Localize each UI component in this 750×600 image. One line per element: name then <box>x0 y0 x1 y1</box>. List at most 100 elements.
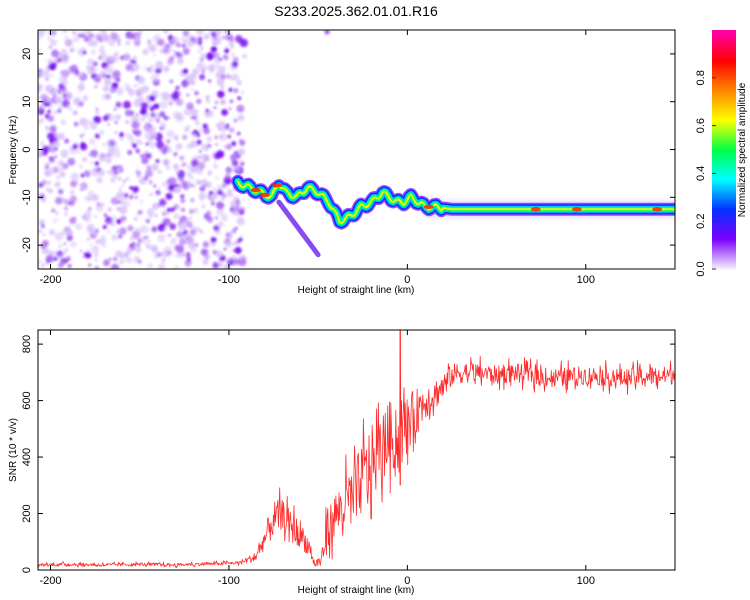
noise-speck <box>95 107 99 111</box>
noise-speck <box>88 263 92 267</box>
noise-speck <box>190 108 199 117</box>
noise-speck <box>87 237 90 241</box>
spectrogram-y-tick-label: 0 <box>21 146 33 152</box>
noise-speck <box>64 35 68 39</box>
noise-speck <box>173 90 179 95</box>
noise-speck <box>41 198 47 203</box>
noise-speck <box>142 180 145 184</box>
colorbar-step <box>712 179 736 182</box>
noise-speck <box>147 43 155 51</box>
noise-speck <box>137 86 146 95</box>
noise-speck <box>88 190 94 196</box>
colorbar-step <box>712 257 736 260</box>
noise-speck <box>165 165 171 170</box>
noise-speck <box>55 181 61 188</box>
noise-speck <box>42 71 51 80</box>
noise-speck <box>202 181 207 186</box>
noise-speck <box>135 246 142 253</box>
noise-speck <box>50 30 57 36</box>
noise-speck <box>63 206 69 211</box>
colorbar-step <box>712 89 736 93</box>
noise-speck <box>230 200 237 207</box>
noise-speck <box>174 186 182 194</box>
noise-speck <box>231 61 239 68</box>
spectrogram-x-tick-label: -100 <box>218 274 240 286</box>
noise-speck <box>38 260 42 264</box>
noise-speck <box>68 202 71 205</box>
noise-speck <box>176 231 183 238</box>
noise-speck <box>54 155 57 158</box>
noise-speck <box>108 139 116 147</box>
colorbar-step <box>712 151 736 155</box>
noise-speck <box>99 202 105 208</box>
noise-speck <box>142 48 149 56</box>
noise-speck <box>48 148 51 152</box>
noise-speck <box>125 31 134 40</box>
noise-speck <box>152 53 157 58</box>
noise-speck <box>233 242 237 246</box>
colorbar-step <box>712 39 736 43</box>
noise-speck <box>62 163 69 170</box>
noise-speck <box>218 122 223 126</box>
noise-speck <box>89 161 94 165</box>
noise-speck <box>42 233 46 237</box>
noise-speck <box>129 186 133 190</box>
noise-speck <box>134 242 138 246</box>
noise-speck <box>222 36 225 40</box>
colorbar-step <box>712 49 736 53</box>
noise-speck <box>203 253 210 260</box>
noise-speck <box>196 98 202 104</box>
trace-branch <box>276 199 321 258</box>
noise-speck <box>96 202 101 207</box>
noise-speck <box>119 260 123 265</box>
noise-speck <box>38 266 41 269</box>
noise-speck <box>237 114 245 122</box>
colorbar-step <box>712 149 736 153</box>
noise-speck <box>53 218 58 223</box>
colorbar-step <box>712 107 736 111</box>
colorbar-step <box>712 125 736 129</box>
noise-speck <box>168 101 173 106</box>
noise-speck <box>222 195 227 200</box>
noise-speck <box>135 213 138 217</box>
colorbar-step <box>712 243 736 246</box>
noise-speck <box>125 177 130 181</box>
colorbar-gradient <box>712 30 736 270</box>
noise-speck <box>62 30 66 33</box>
noise-speck <box>224 240 233 248</box>
colorbar-step <box>712 201 736 204</box>
noise-speck <box>54 147 58 151</box>
colorbar-step <box>712 207 736 210</box>
colorbar-step <box>712 97 736 101</box>
noise-speck <box>220 99 226 105</box>
noise-speck <box>138 30 143 35</box>
colorbar-step <box>712 197 736 200</box>
spectrogram-y-tick-label: 10 <box>21 96 33 108</box>
noise-speck <box>186 102 194 110</box>
noise-speck <box>186 81 191 86</box>
noise-speck <box>215 143 219 146</box>
noise-speck <box>82 50 87 55</box>
noise-speck <box>56 250 64 258</box>
trace-hotspot <box>250 187 261 193</box>
noise-speck <box>145 152 152 159</box>
noise-speck <box>157 234 166 243</box>
noise-speck <box>73 216 77 220</box>
noise-speck <box>45 254 55 263</box>
noise-speck <box>155 159 160 164</box>
noise-speck <box>57 243 64 249</box>
noise-speck <box>94 258 98 262</box>
noise-speck <box>141 156 149 165</box>
noise-speck <box>181 80 189 88</box>
spectrogram-x-tick-label: 0 <box>404 274 410 286</box>
noise-speck <box>166 207 172 213</box>
noise-speck <box>129 243 133 247</box>
noise-speck <box>53 257 58 261</box>
colorbar-step <box>712 171 736 174</box>
noise-speck <box>115 250 122 258</box>
noise-speck <box>231 36 235 40</box>
noise-speck <box>113 107 117 111</box>
noise-speck <box>48 62 57 71</box>
noise-speck <box>210 70 213 74</box>
